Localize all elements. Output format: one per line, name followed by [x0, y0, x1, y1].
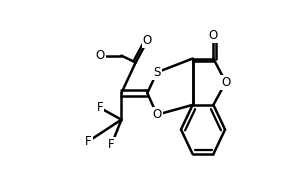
Text: O: O: [95, 49, 105, 62]
Text: O: O: [221, 76, 230, 89]
Text: S: S: [153, 66, 161, 79]
Text: O: O: [152, 108, 162, 121]
Text: O: O: [143, 34, 152, 47]
Text: F: F: [85, 135, 92, 148]
Text: O: O: [209, 29, 218, 42]
Text: F: F: [97, 101, 103, 114]
Text: F: F: [108, 138, 115, 151]
